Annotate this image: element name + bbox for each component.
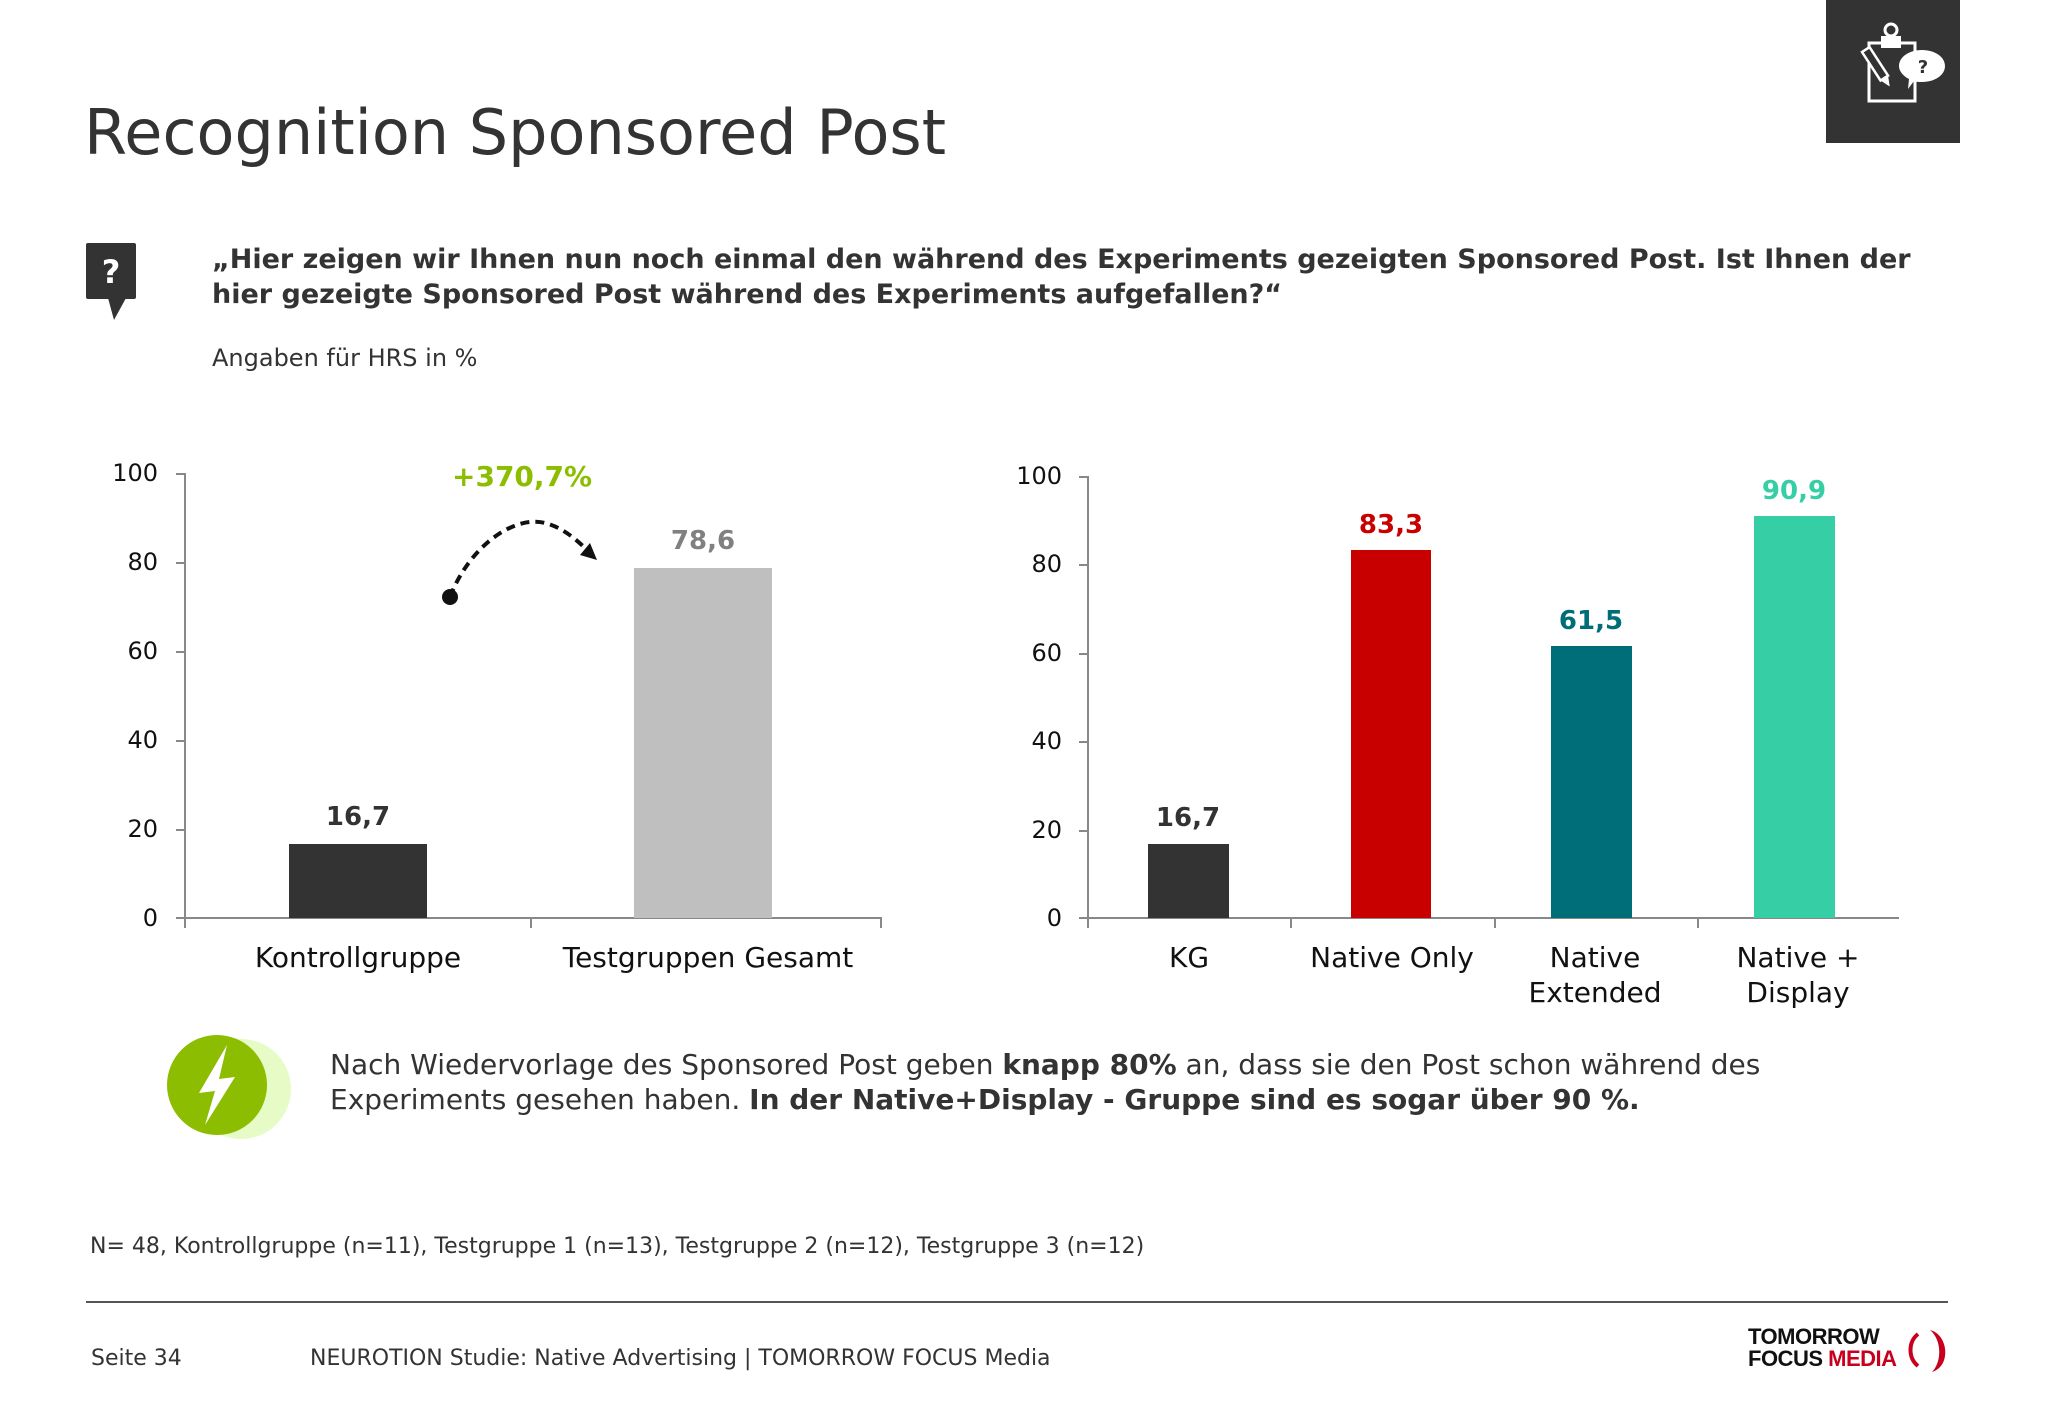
logo-line-1: TOMORROW [1748,1324,1880,1349]
y-axis [1087,476,1089,928]
footer-source: NEUROTION Studie: Native Advertising | T… [310,1346,1051,1371]
tick [176,473,185,475]
insight-text: Nach Wiedervorlage des Sponsored Post ge… [330,1047,1890,1117]
survey-question: „Hier zeigen wir Ihnen nun noch einmal d… [212,244,1911,310]
logo-line-2b: MEDIA [1828,1346,1897,1371]
footer-divider [86,1301,1948,1303]
y-tick-label: 40 [1031,727,1062,755]
category-label-line: KG [1168,941,1210,974]
insight-bold1: knapp 80% [1002,1048,1177,1081]
category-label: Kontrollgruppe [254,941,462,974]
unit-note: Angaben für HRS in % [212,344,478,372]
insight-part2: an, dass sie den Post schon während des … [330,1048,1761,1116]
y-tick-label: 20 [1031,816,1062,844]
y-axis [184,473,186,928]
bar-kontrollgruppe [289,844,427,918]
tomorrow-focus-media-logo: TOMORROW FOCUS MEDIA [1748,1326,1958,1376]
category-label-line: Native Only [1310,941,1474,974]
y-tick-label: 0 [142,904,158,932]
y-tick-label: 100 [1016,462,1062,490]
svg-text:?: ? [102,253,121,291]
logo-line-2a: FOCUS [1748,1346,1829,1371]
category-label-line: Extended [1528,976,1662,1009]
value-label: 83,3 [1358,510,1424,540]
tick [176,829,185,831]
question-bubble-icon: ? [86,243,174,323]
category-label: Native + Display [1698,940,1898,1010]
logo-mark-icon [1908,1330,1946,1372]
value-label: 16,7 [1155,803,1221,833]
clipboard-question-icon: ? [1826,0,1960,143]
sample-note: N= 48, Kontrollgruppe (n=11), Testgruppe… [90,1234,1145,1259]
category-label: Testgruppen Gesamt [562,941,854,974]
tick [176,740,185,742]
y-tick-label: 80 [1031,550,1062,578]
value-label: 90,9 [1761,476,1827,506]
growth-annotation: +370,7% [452,460,593,493]
tick [176,651,185,653]
dashed-arrow-icon [442,519,597,605]
tick [1697,917,1699,928]
tick [530,917,532,928]
bar-kg [1148,844,1229,918]
category-label-line: Native [1549,941,1641,974]
bar-testgruppen-gesamt [634,568,772,918]
bar-native-extended [1551,646,1632,918]
tick [1079,564,1088,566]
x-axis [176,917,882,919]
category-label-line: Native + [1736,941,1860,974]
y-tick-label: 60 [127,637,158,665]
value-label: 61,5 [1558,606,1624,636]
y-tick-label: 60 [1031,639,1062,667]
lightning-icon [165,1033,300,1141]
tick [880,917,882,928]
category-label-line: Display [1746,976,1850,1009]
tick [1079,741,1088,743]
value-label: 16,7 [325,802,391,832]
tick [1079,830,1088,832]
tick [1290,917,1292,928]
page-number: Seite 34 [91,1346,182,1371]
tick [176,562,185,564]
svg-text:?: ? [1918,57,1928,78]
category-label: Native Only [1291,940,1493,975]
y-tick-label: 20 [127,815,158,843]
y-tick-label: 80 [127,548,158,576]
page-title: Recognition Sponsored Post [84,96,947,169]
tick [1079,653,1088,655]
category-label: Native Extended [1495,940,1695,1010]
insight-bold2: In der Native+Display - Gruppe sind es s… [749,1083,1640,1116]
y-tick-label: 0 [1046,904,1062,932]
category-label: KG [1089,940,1289,975]
y-tick-label: 100 [112,459,158,487]
bar-native-only [1351,550,1431,918]
insight-part1: Nach Wiedervorlage des Sponsored Post ge… [330,1048,1003,1081]
tick [1079,476,1088,478]
x-axis [1079,917,1899,919]
bar-native-display [1754,516,1835,918]
y-tick-label: 40 [127,726,158,754]
tick [1494,917,1496,928]
value-label: 78,6 [670,526,736,556]
